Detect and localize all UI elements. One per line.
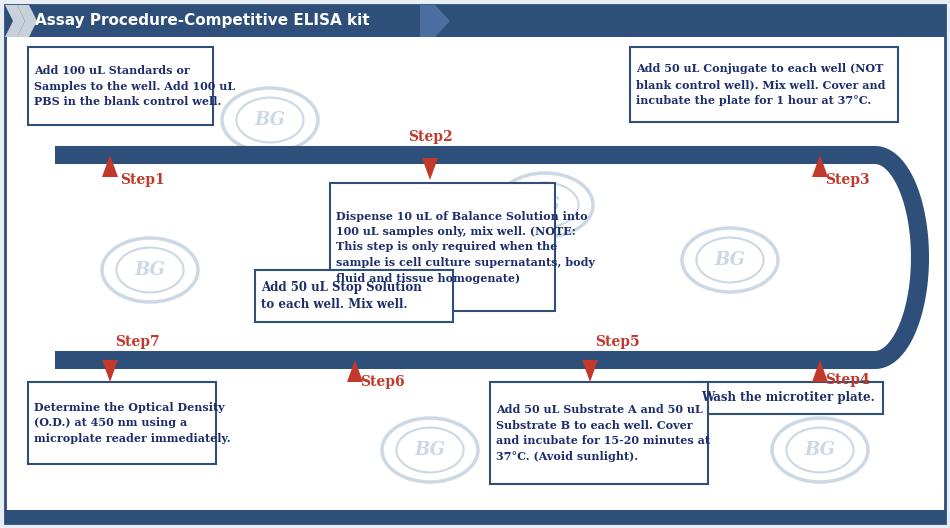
Polygon shape: [420, 5, 450, 37]
FancyBboxPatch shape: [490, 382, 708, 484]
Text: Step4: Step4: [825, 373, 870, 387]
FancyBboxPatch shape: [5, 5, 945, 37]
Polygon shape: [812, 155, 828, 177]
FancyBboxPatch shape: [695, 382, 883, 414]
Polygon shape: [17, 5, 37, 37]
Text: BG: BG: [255, 111, 286, 129]
Text: BG: BG: [805, 441, 835, 459]
Polygon shape: [102, 155, 118, 177]
Polygon shape: [102, 360, 118, 382]
Text: Wash the microtiter plate.: Wash the microtiter plate.: [701, 391, 875, 404]
FancyBboxPatch shape: [630, 47, 898, 122]
Text: BG: BG: [714, 251, 746, 269]
FancyBboxPatch shape: [5, 5, 945, 523]
Text: Add 50 uL Substrate A and 50 uL
Substrate B to each well. Cover
and incubate for: Add 50 uL Substrate A and 50 uL Substrat…: [496, 404, 710, 462]
Text: Add 50 uL Conjugate to each well (NOT
blank control well). Mix well. Cover and
i: Add 50 uL Conjugate to each well (NOT bl…: [636, 63, 885, 106]
Text: Determine the Optical Density
(O.D.) at 450 nm using a
microplate reader immedia: Determine the Optical Density (O.D.) at …: [34, 402, 231, 444]
FancyBboxPatch shape: [28, 47, 213, 125]
FancyBboxPatch shape: [330, 183, 555, 311]
Text: Step6: Step6: [360, 375, 405, 389]
FancyBboxPatch shape: [5, 510, 945, 523]
Text: Add 50 uL Stop Solution
to each well. Mix well.: Add 50 uL Stop Solution to each well. Mi…: [261, 280, 422, 312]
Text: BG: BG: [529, 196, 560, 214]
Text: Dispense 10 uL of Balance Solution into
100 uL samples only, mix well. (NOTE:
Th: Dispense 10 uL of Balance Solution into …: [336, 211, 595, 284]
Polygon shape: [5, 5, 25, 37]
Polygon shape: [582, 360, 598, 382]
Text: BG: BG: [414, 441, 446, 459]
Text: Step2: Step2: [408, 130, 452, 144]
Text: Step3: Step3: [825, 173, 869, 187]
Polygon shape: [347, 360, 363, 382]
Text: Assay Procedure-Competitive ELISA kit: Assay Procedure-Competitive ELISA kit: [35, 14, 370, 29]
Polygon shape: [360, 5, 435, 37]
FancyBboxPatch shape: [255, 270, 453, 322]
Text: Add 100 uL Standards or
Samples to the well. Add 100 uL
PBS in the blank control: Add 100 uL Standards or Samples to the w…: [34, 65, 236, 107]
Text: Step1: Step1: [120, 173, 164, 187]
Polygon shape: [422, 158, 438, 180]
Text: Step5: Step5: [595, 335, 639, 349]
Polygon shape: [812, 360, 828, 382]
Text: Step7: Step7: [115, 335, 160, 349]
FancyBboxPatch shape: [28, 382, 216, 464]
Text: BG: BG: [135, 261, 165, 279]
